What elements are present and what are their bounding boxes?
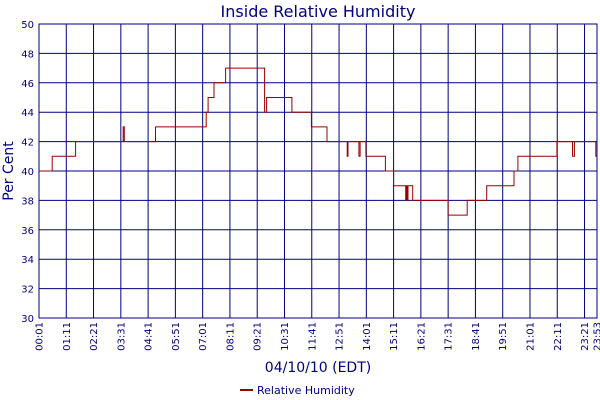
x-tick-label: 08:11 — [225, 322, 236, 351]
x-tick-label: 15:11 — [389, 322, 400, 351]
y-tick-label: 32 — [21, 285, 34, 296]
x-tick-label: 23:21 — [580, 322, 591, 351]
horizontal-gridlines — [39, 23, 597, 319]
plot-area — [38, 23, 598, 319]
x-tick-label: 01:11 — [62, 322, 73, 351]
y-tick-label: 30 — [21, 314, 34, 325]
x-tick-label: 22:11 — [553, 322, 564, 351]
legend-label: Relative Humidity — [257, 384, 355, 397]
x-axis-tick-labels: 00:01 01:11 02:21 03:31 04:41 05:51 07:01 08:11… — [35, 322, 600, 351]
x-tick-label: 12:51 — [335, 322, 346, 351]
x-tick-label: 14:01 — [362, 322, 373, 351]
x-tick-label: 19:51 — [498, 322, 509, 351]
x-tick-label: 16:21 — [416, 322, 427, 351]
y-tick-label: 40 — [21, 167, 34, 178]
x-tick-label: 00:01 — [35, 322, 46, 351]
legend: Relative Humidity — [240, 384, 355, 397]
y-tick-label: 42 — [21, 138, 34, 149]
x-axis-label: 04/10/10 (EDT) — [265, 360, 371, 376]
x-tick-label: 09:21 — [253, 322, 264, 351]
y-tick-label: 38 — [21, 196, 34, 207]
x-tick-label: 17:31 — [444, 322, 455, 351]
x-tick-label: 02:21 — [89, 322, 100, 351]
y-tick-label: 48 — [21, 49, 34, 60]
x-tick-label: 04:41 — [144, 322, 155, 351]
chart-title: Inside Relative Humidity — [221, 2, 416, 21]
y-axis-tick-labels: 30 32 34 36 38 40 42 44 46 48 50 — [21, 20, 34, 325]
x-tick-label: 11:41 — [307, 322, 318, 351]
y-axis-label: Per Cent — [1, 141, 17, 201]
x-tick-label: 05:51 — [171, 322, 182, 351]
x-tick-label: 10:31 — [280, 322, 291, 351]
x-tick-label: 07:01 — [198, 322, 209, 351]
y-tick-label: 34 — [21, 255, 34, 266]
x-tick-label: 23:53 — [593, 322, 600, 351]
y-tick-label: 44 — [21, 108, 34, 119]
y-tick-label: 46 — [21, 79, 34, 90]
x-tick-label: 18:41 — [471, 322, 482, 351]
relative-humidity-line — [39, 67, 597, 216]
x-tick-label: 21:01 — [525, 322, 536, 351]
y-tick-label: 36 — [21, 226, 34, 237]
y-tick-label: 50 — [21, 20, 34, 31]
x-tick-label: 03:31 — [116, 322, 127, 351]
